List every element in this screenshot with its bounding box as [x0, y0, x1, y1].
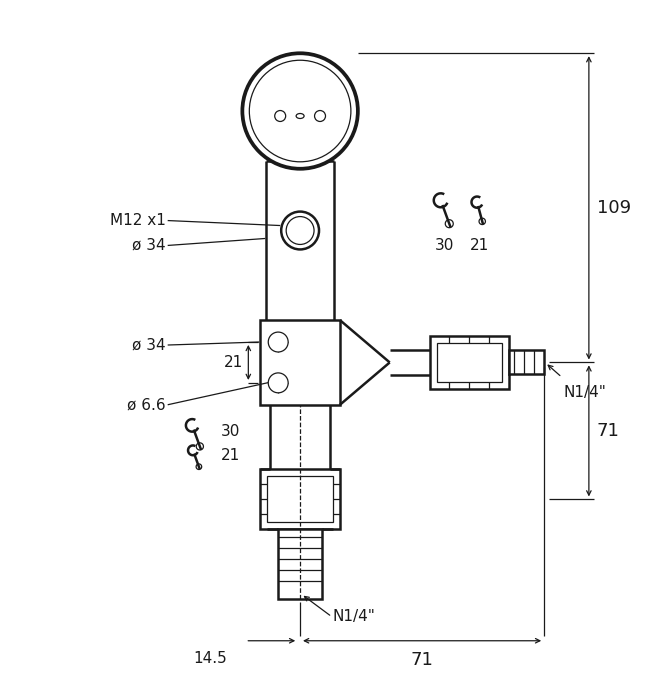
Ellipse shape: [296, 113, 304, 118]
Text: 71: 71: [597, 422, 620, 440]
Text: 21: 21: [470, 239, 489, 253]
Circle shape: [281, 211, 319, 249]
Text: N1/4": N1/4": [333, 610, 376, 624]
Text: ø 34: ø 34: [132, 238, 166, 253]
Text: 30: 30: [435, 239, 454, 253]
Bar: [278, 529, 322, 599]
Text: 30: 30: [221, 424, 240, 439]
Circle shape: [286, 216, 314, 244]
Text: ø 34: ø 34: [132, 337, 166, 353]
Text: ø 6.6: ø 6.6: [127, 398, 166, 412]
Bar: [509, 351, 544, 374]
Circle shape: [242, 53, 358, 169]
Bar: [261, 470, 340, 529]
Circle shape: [268, 332, 288, 352]
Bar: [267, 477, 333, 522]
Text: 21: 21: [224, 355, 244, 370]
Bar: [261, 320, 340, 405]
Text: 21: 21: [221, 448, 240, 463]
Bar: [430, 335, 509, 389]
Circle shape: [249, 60, 351, 162]
Bar: [272, 78, 328, 103]
Text: N1/4": N1/4": [564, 385, 607, 400]
Text: 109: 109: [597, 199, 631, 217]
Circle shape: [315, 111, 325, 122]
Text: 14.5: 14.5: [194, 651, 227, 666]
Circle shape: [268, 373, 288, 393]
Bar: [436, 342, 502, 382]
Circle shape: [275, 111, 285, 122]
Text: 71: 71: [411, 651, 434, 668]
Text: M12 x1: M12 x1: [110, 213, 166, 228]
